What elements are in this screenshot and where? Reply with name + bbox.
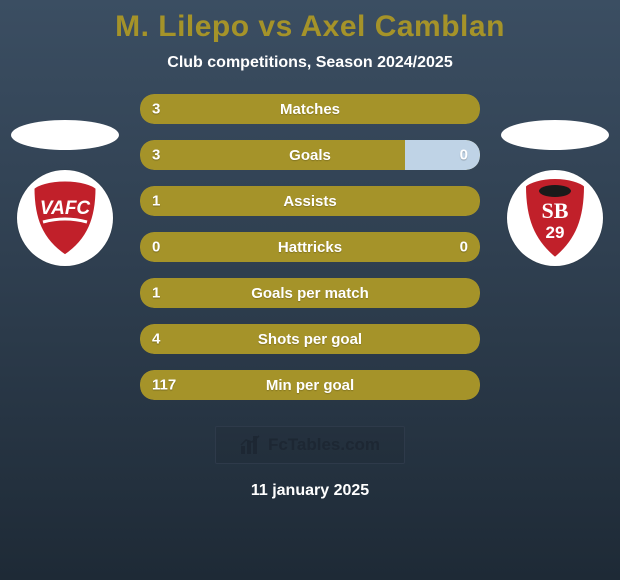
- stat-value-left: 4: [152, 331, 160, 348]
- stat-label: Goals: [289, 147, 331, 164]
- stat-value-left: 3: [152, 101, 160, 118]
- stat-label: Shots per goal: [258, 331, 362, 348]
- stat-row: Hattricks 0 0: [140, 232, 480, 262]
- branding-box[interactable]: FcTables.com: [215, 426, 405, 464]
- stat-row: Goals 3 0: [140, 140, 480, 170]
- branding-label: FcTables: [268, 435, 340, 454]
- stats-list: Matches3Goals30Assists1Hattricks00Goals …: [140, 94, 480, 400]
- stat-label: Min per goal: [266, 377, 354, 394]
- stat-value-right: 0: [460, 239, 468, 256]
- stat-fill-right: [405, 140, 480, 170]
- stat-value-left: 1: [152, 285, 160, 302]
- date-text: 11 january 2025: [251, 482, 369, 500]
- stat-row: Goals per match 1: [140, 278, 480, 308]
- page-title: M. Lilepo vs Axel Camblan: [115, 10, 505, 44]
- branding-suffix: .com: [340, 435, 380, 454]
- stat-label: Hattricks: [278, 239, 342, 256]
- stat-value-left: 3: [152, 147, 160, 164]
- stat-row: Min per goal 117: [140, 370, 480, 400]
- stat-label: Matches: [280, 101, 340, 118]
- subtitle: Club competitions, Season 2024/2025: [167, 54, 452, 72]
- bars-icon: [240, 435, 262, 455]
- stat-label: Assists: [283, 193, 336, 210]
- stat-value-left: 0: [152, 239, 160, 256]
- stat-row: Matches 3: [140, 94, 480, 124]
- stat-value-left: 117: [152, 377, 176, 394]
- stat-label: Goals per match: [251, 285, 369, 302]
- content: M. Lilepo vs Axel Camblan Club competiti…: [0, 0, 620, 580]
- stat-value-right: 0: [460, 147, 468, 164]
- branding-text: FcTables.com: [268, 435, 380, 455]
- stat-value-left: 1: [152, 193, 160, 210]
- stat-row: Shots per goal 4: [140, 324, 480, 354]
- stat-row: Assists 1: [140, 186, 480, 216]
